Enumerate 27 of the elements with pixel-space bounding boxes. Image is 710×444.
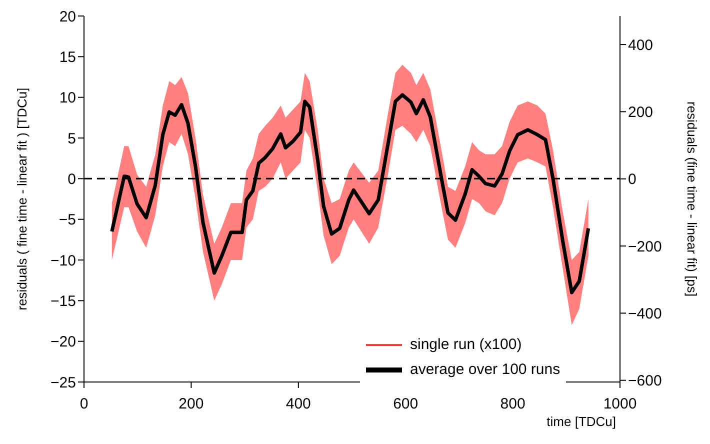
y2-tick-label: −200 xyxy=(628,238,662,256)
y2-axis-title: residuals (fine time - linear fit) [ps] xyxy=(684,101,700,297)
y2-tick-label: 200 xyxy=(628,104,654,122)
x-tick-label: 600 xyxy=(393,396,418,413)
y-tick-label: 0 xyxy=(68,170,76,188)
y-tick-label: −10 xyxy=(50,252,76,270)
y-tick-label: 15 xyxy=(59,48,76,66)
y-tick-label: −20 xyxy=(50,334,76,351)
y-tick-label: 10 xyxy=(59,90,76,107)
y-tick-label: 20 xyxy=(59,8,76,26)
y2-tick-label: 0 xyxy=(628,171,636,188)
y-tick-label: −15 xyxy=(50,292,76,310)
x-tick-label: 800 xyxy=(500,396,526,413)
x-tick-label: 400 xyxy=(286,396,311,413)
legend-label: single run (x100) xyxy=(410,336,522,353)
y-axis-title: residuals ( fine time - linear fit ) [TDCu] xyxy=(14,88,30,310)
x-tick-label: 0 xyxy=(80,396,88,413)
x-tick-label: 1000 xyxy=(603,396,637,413)
x-tick-label: 200 xyxy=(178,396,204,413)
y-tick-label: −25 xyxy=(50,374,76,392)
y2-tick-label: −400 xyxy=(628,305,662,322)
y2-tick-label: −600 xyxy=(628,372,662,390)
y-tick-label: 5 xyxy=(68,130,76,148)
y2-tick-label: 400 xyxy=(628,36,654,54)
legend-label: average over 100 runs xyxy=(410,361,560,378)
y-tick-label: −5 xyxy=(58,212,76,229)
x-axis-title: time [TDCu] xyxy=(546,414,616,429)
